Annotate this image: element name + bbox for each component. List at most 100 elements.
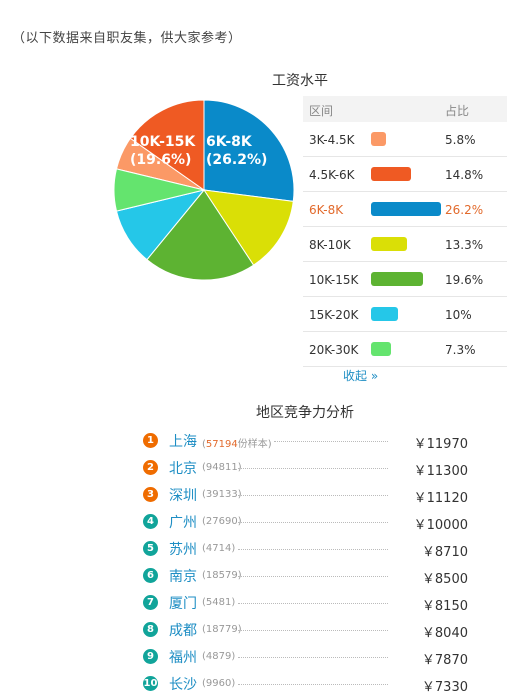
- city-link[interactable]: 广州: [169, 515, 197, 531]
- pie-slice: [129, 99, 205, 191]
- pie-slice: [203, 99, 295, 202]
- city-salary: ￥11120: [413, 491, 468, 506]
- leader-dots: [238, 576, 388, 577]
- rank-badge: 4: [143, 514, 158, 529]
- pie-label: 6K-8K: [206, 134, 253, 150]
- city-salary: ￥11970: [413, 437, 468, 452]
- pie-value-label: (26.2%): [206, 152, 267, 168]
- salary-row: 6K-8K 26.2%: [303, 192, 507, 227]
- salary-range: 8K-10K: [309, 238, 351, 252]
- city-salary: ￥8500: [421, 572, 468, 587]
- leader-dots: [238, 603, 388, 604]
- salary-range: 15K-20K: [309, 308, 359, 322]
- leader-dots: [238, 657, 388, 658]
- sample-count: (18779): [202, 624, 242, 635]
- sample-count: (18579): [202, 570, 242, 581]
- pie-slice: [202, 189, 294, 266]
- salary-bar: [371, 132, 386, 146]
- city-link[interactable]: 苏州: [169, 542, 197, 558]
- city-salary: ￥10000: [413, 518, 468, 533]
- rank-badge: 7: [143, 595, 158, 610]
- salary-pct: 26.2%: [445, 203, 484, 217]
- salary-pct: 5.8%: [445, 133, 476, 147]
- city-link[interactable]: 北京: [169, 461, 197, 477]
- region-row: 8 成都 (18779) ￥8040: [140, 616, 470, 643]
- city-salary: ￥8040: [421, 626, 468, 641]
- leader-dots: [238, 468, 388, 469]
- leader-dots: [238, 630, 388, 631]
- salary-range: 3K-4.5K: [309, 133, 355, 147]
- city-link[interactable]: 南京: [169, 569, 197, 585]
- salary-pct: 19.6%: [445, 273, 484, 287]
- region-list: 1 上海 (57194份样本) ￥11970 2 北京 (94811) ￥11300 3 深圳 (3…: [140, 427, 470, 697]
- salary-pct: 10%: [445, 308, 472, 322]
- pie-slice: [146, 189, 255, 281]
- region-row: 5 苏州 (4714) ￥8710: [140, 535, 470, 562]
- rank-badge: 9: [143, 649, 158, 664]
- sample-count: (9960): [202, 678, 236, 689]
- rank-badge: 6: [143, 568, 158, 583]
- rank-badge: 5: [143, 541, 158, 556]
- city-link[interactable]: 深圳: [169, 488, 197, 504]
- city-link[interactable]: 上海: [169, 434, 197, 450]
- city-salary: ￥8710: [421, 545, 468, 560]
- region-row: 2 北京 (94811) ￥11300: [140, 454, 470, 481]
- salary-range: 20K-30K: [309, 343, 359, 357]
- sample-count: (4879): [202, 651, 236, 662]
- rank-badge: 8: [143, 622, 158, 637]
- sample-count: (4714): [202, 543, 236, 554]
- city-salary: ￥8150: [421, 599, 468, 614]
- rank-badge: 2: [143, 460, 158, 475]
- rank-badge: 1: [143, 433, 158, 448]
- collapse-link[interactable]: 收起 »: [343, 369, 379, 383]
- city-link[interactable]: 福州: [169, 650, 197, 666]
- leader-dots: [238, 549, 388, 550]
- salary-table-header: 区间 占比: [303, 96, 507, 122]
- salary-row: 20K-30K 7.3%: [303, 332, 507, 367]
- city-salary: ￥7870: [421, 653, 468, 668]
- region-row: 6 南京 (18579) ￥8500: [140, 562, 470, 589]
- sample-count: (57194份样本): [202, 439, 272, 450]
- salary-chart-title: 工资水平: [272, 73, 328, 89]
- salary-pct: 14.8%: [445, 168, 484, 182]
- region-title: 地区竞争力分析: [256, 405, 354, 421]
- city-link[interactable]: 厦门: [169, 596, 197, 612]
- salary-row: 15K-20K 10%: [303, 297, 507, 332]
- city-link[interactable]: 长沙: [169, 677, 197, 693]
- salary-bar: [371, 202, 441, 216]
- salary-bar: [371, 342, 391, 356]
- salary-pct: 7.3%: [445, 343, 476, 357]
- sample-count: (27690): [202, 516, 242, 527]
- region-row: 3 深圳 (39133) ￥11120: [140, 481, 470, 508]
- salary-table: 区间 占比 3K-4.5K 5.8% 4.5K-6K 14.8% 6K-8K 26.2% 8…: [303, 96, 507, 367]
- leader-dots: [274, 441, 388, 442]
- pie-label: 10K-15K: [130, 134, 196, 150]
- header-range: 区间: [309, 104, 334, 118]
- city-link[interactable]: 成都: [169, 623, 197, 639]
- region-row: 9 福州 (4879) ￥7870: [140, 643, 470, 670]
- salary-row: 10K-15K 19.6%: [303, 262, 507, 297]
- salary-bar: [371, 307, 398, 321]
- salary-range: 6K-8K: [309, 203, 344, 217]
- region-row: 7 厦门 (5481) ￥8150: [140, 589, 470, 616]
- salary-row: 3K-4.5K 5.8%: [303, 122, 507, 157]
- leader-dots: [238, 522, 388, 523]
- sample-count: (5481): [202, 597, 236, 608]
- region-row: 10 长沙 (9960) ￥7330: [140, 670, 470, 697]
- salary-range: 10K-15K: [309, 273, 359, 287]
- rank-badge: 3: [143, 487, 158, 502]
- city-salary: ￥11300: [413, 464, 468, 479]
- salary-bar: [371, 272, 423, 286]
- salary-row: 4.5K-6K 14.8%: [303, 157, 507, 192]
- region-row: 1 上海 (57194份样本) ￥11970: [140, 427, 470, 454]
- salary-pct: 13.3%: [445, 238, 484, 252]
- leader-dots: [238, 684, 388, 685]
- region-row: 4 广州 (27690) ￥10000: [140, 508, 470, 535]
- salary-bar: [371, 237, 407, 251]
- city-salary: ￥7330: [421, 680, 468, 695]
- rank-badge: 10: [143, 676, 158, 691]
- salary-pie-chart: 6K-8K (26.2%) 10K-15K (19.6%): [113, 99, 295, 281]
- source-note: （以下数据来自职友集，供大家参考）: [12, 31, 242, 46]
- leader-dots: [238, 495, 388, 496]
- salary-row: 8K-10K 13.3%: [303, 227, 507, 262]
